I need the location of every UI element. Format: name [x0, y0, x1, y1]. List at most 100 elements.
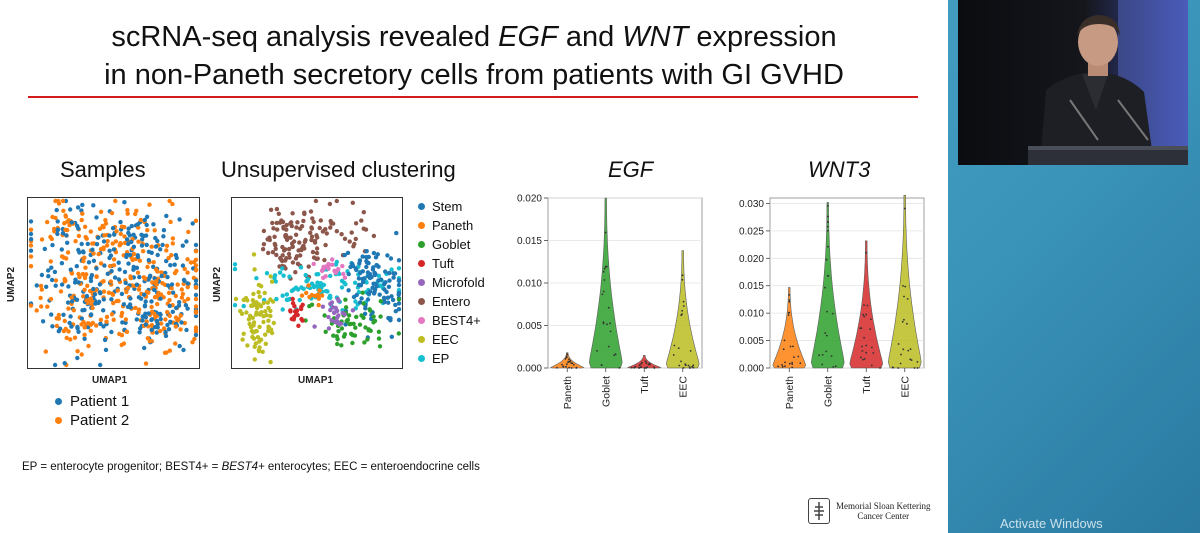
umap-cell-point — [55, 231, 60, 237]
violin-point — [681, 278, 684, 281]
umap-cell-point — [53, 278, 59, 283]
umap-cell-point — [353, 325, 358, 330]
x-tick-label: EEC — [899, 376, 911, 398]
umap-cell-point — [185, 270, 190, 275]
umap-cell-point — [350, 200, 355, 205]
umap-cell-point — [342, 275, 348, 280]
violin-point — [826, 225, 829, 228]
violin-point — [903, 207, 906, 210]
umap-cell-point — [49, 277, 55, 283]
violin-point — [862, 313, 865, 316]
umap-cell-point — [118, 231, 124, 237]
umap-cell-point — [52, 362, 58, 368]
title-divider — [28, 96, 918, 98]
violin-point — [825, 258, 828, 261]
violin-point — [913, 367, 916, 369]
umap-cell-point — [114, 229, 119, 234]
violin-point — [682, 367, 685, 369]
umap-cell-point — [62, 361, 67, 366]
y-tick-label: 0.020 — [739, 254, 764, 265]
violin-point — [644, 360, 647, 363]
umap-cell-point — [396, 278, 402, 284]
umap-cell-point — [122, 269, 128, 275]
umap-cell-point — [44, 284, 49, 289]
umap-cell-point — [146, 290, 151, 295]
umap-cell-point — [193, 329, 199, 334]
umap-cell-point — [185, 281, 190, 286]
umap-cell-point — [28, 254, 34, 259]
cluster-legend-item: Goblet — [418, 235, 485, 254]
violin-point — [826, 274, 829, 277]
umap-cell-point — [63, 213, 68, 218]
umap-cell-point — [101, 225, 106, 230]
umap-cell-point — [353, 221, 359, 226]
umap-cell-point — [361, 301, 366, 306]
umap-cell-point — [85, 321, 91, 326]
umap-cell-point — [158, 328, 163, 334]
umap-cell-point — [135, 270, 141, 275]
umap-cell-point — [38, 283, 44, 289]
umap-cell-point — [193, 292, 199, 298]
umap-cell-point — [183, 303, 189, 308]
umap-cell-point — [126, 261, 131, 266]
umap-cell-point — [299, 316, 304, 322]
umap-cell-point — [249, 303, 254, 308]
violin-point — [791, 366, 794, 369]
umap-cell-point — [38, 295, 43, 301]
umap-cell-point — [66, 284, 71, 289]
umap-cell-point — [268, 274, 273, 279]
umap-cell-point — [65, 240, 70, 245]
umap-cell-point — [56, 329, 61, 334]
umap-cell-point — [253, 312, 259, 317]
violin-goblet — [810, 202, 845, 369]
umap-cell-point — [173, 293, 178, 299]
umap-cell-point — [152, 311, 157, 317]
umap-cell-point — [299, 304, 304, 310]
violin-point — [600, 364, 603, 366]
umap-cell-point — [82, 275, 88, 281]
violin-point — [834, 365, 837, 368]
umap-cell-point — [328, 295, 333, 300]
umap-cell-point — [68, 207, 73, 212]
umap-cell-point — [269, 279, 275, 284]
violin-point — [640, 363, 642, 365]
umap-cell-point — [39, 237, 45, 242]
violin-point — [825, 334, 828, 337]
umap-cell-point — [305, 278, 310, 283]
violin-point — [818, 354, 820, 357]
umap-cell-point — [49, 312, 54, 317]
x-tick-label: EEC — [677, 376, 689, 398]
umap-cell-point — [184, 239, 189, 244]
umap-cell-point — [272, 234, 277, 239]
umap-cell-point — [244, 310, 249, 315]
umap-cell-point — [167, 303, 172, 309]
umap-cell-point — [105, 271, 111, 276]
umap-cell-point — [376, 273, 381, 278]
violin-point — [870, 364, 873, 367]
violin-point — [613, 354, 616, 357]
umap-cell-point — [332, 310, 337, 315]
umap-cell-point — [191, 260, 197, 265]
umap-cell-point — [66, 306, 71, 311]
umap-cell-point — [193, 242, 199, 248]
umap-cell-point — [61, 328, 67, 334]
violin-point — [601, 293, 604, 296]
violin-point — [897, 367, 900, 369]
umap-cell-point — [170, 290, 176, 295]
umap-cell-point — [357, 300, 363, 305]
cluster-legend-item: BEST4+ — [418, 311, 485, 330]
umap-cell-point — [328, 225, 333, 230]
umap-cell-point — [364, 249, 369, 254]
umap-cell-point — [129, 223, 134, 229]
umap-cell-point — [108, 253, 114, 258]
umap-cell-point — [280, 266, 285, 271]
umap-cell-point — [190, 340, 195, 345]
umap-cell-point — [262, 290, 267, 296]
umap-cell-point — [162, 350, 168, 355]
umap-cell-point — [28, 231, 34, 237]
umap-cell-point — [342, 236, 348, 241]
x-tick-label: Goblet — [822, 376, 834, 407]
umap-cell-point — [273, 243, 278, 248]
umap-cell-point — [165, 274, 170, 280]
umap-cell-point — [127, 252, 133, 258]
